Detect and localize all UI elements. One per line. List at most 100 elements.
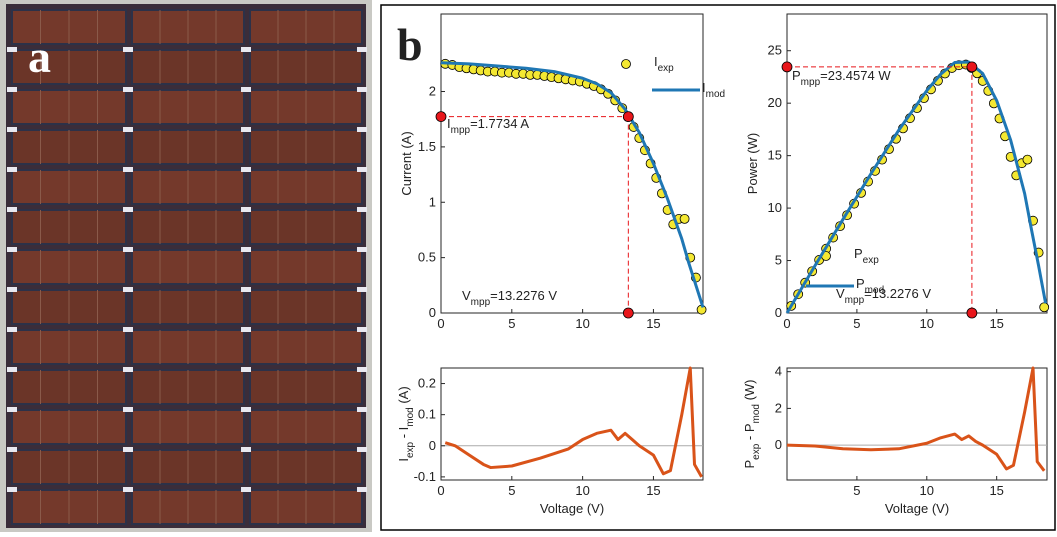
- x-tick-label: 5: [853, 316, 860, 331]
- data-point: [679, 213, 690, 224]
- annotation-part: =23.4574 W: [820, 68, 891, 83]
- x-tick-label: 15: [989, 483, 1003, 498]
- mpp-point: [966, 61, 978, 73]
- cell-joint: [357, 207, 367, 212]
- annotation-part: =13.2276 V: [490, 288, 557, 303]
- cell-joint: [241, 287, 251, 292]
- x-tick-label: 5: [508, 483, 515, 498]
- data-line: [785, 60, 1048, 314]
- x-tick-label: 15: [646, 483, 660, 498]
- data-line: [786, 366, 1046, 472]
- y-axis-label: Power (W): [745, 133, 760, 194]
- data-line: [440, 61, 705, 308]
- cell-joint: [357, 327, 367, 332]
- x-axis-label: Voltage (V): [885, 501, 949, 516]
- y-axis-label: Current (A): [399, 131, 414, 195]
- y-tick-label: 20: [768, 95, 782, 110]
- cell-joint: [241, 487, 251, 492]
- annotation-part: mpp: [845, 295, 865, 306]
- cell-joint: [357, 127, 367, 132]
- cell-joint: [241, 87, 251, 92]
- cell-joint: [7, 47, 17, 52]
- x-tick-label: 0: [437, 483, 444, 498]
- cell-joint: [241, 247, 251, 252]
- x-tick-label: 10: [920, 316, 934, 331]
- legend-label-part: exp: [658, 63, 675, 74]
- y-axis-label-part: mod: [405, 407, 416, 426]
- y-axis-label-part: (A): [396, 386, 411, 407]
- cell-joint: [357, 487, 367, 492]
- mpp-y-marker: [435, 111, 447, 123]
- x-tick-label: 15: [646, 316, 660, 331]
- cell-joint: [241, 167, 251, 172]
- annotation-part: I: [447, 116, 451, 131]
- legend-label-part: I: [702, 80, 706, 95]
- cell-joint: [241, 47, 251, 52]
- cell-joint: [241, 207, 251, 212]
- plot-area: [786, 367, 1048, 481]
- cell-joint: [123, 447, 133, 452]
- cell-joint: [123, 207, 133, 212]
- cell-joint: [7, 487, 17, 492]
- cell-joint: [357, 247, 367, 252]
- y-tick-label: -0.1: [414, 469, 436, 484]
- annotation-part: V: [836, 286, 845, 301]
- cell-joint: [241, 327, 251, 332]
- data-point: [1039, 302, 1050, 313]
- cell-joint: [123, 247, 133, 252]
- cell-joint: [241, 127, 251, 132]
- y-tick-label: 25: [768, 43, 782, 58]
- plot-area: [440, 367, 704, 481]
- plot-area: [786, 13, 1048, 314]
- y-tick-label: 1: [429, 194, 436, 209]
- y-axis-label-part: exp: [751, 443, 762, 460]
- legend-label: Imod: [702, 80, 725, 100]
- cell-joint: [357, 87, 367, 92]
- data-point: [1022, 154, 1033, 165]
- annotation-part: mpp: [451, 125, 471, 136]
- legend-label-part: P: [856, 276, 865, 291]
- cell-joint: [357, 447, 367, 452]
- y-axis-label-part: I: [396, 458, 411, 462]
- legend-label-part: exp: [863, 255, 880, 266]
- y-tick-label: 15: [768, 148, 782, 163]
- y-tick-label: 0: [429, 305, 436, 320]
- cell-joint: [7, 207, 17, 212]
- cell-joint: [7, 127, 17, 132]
- x-tick-label: 15: [989, 316, 1003, 331]
- y-tick-label: 4: [775, 364, 782, 379]
- cell-joint: [123, 367, 133, 372]
- y-tick-label: 0.5: [418, 250, 436, 265]
- cell-joint: [241, 367, 251, 372]
- cell-joint: [357, 367, 367, 372]
- cell-joint: [357, 47, 367, 52]
- y-axis-label-part: exp: [405, 441, 416, 458]
- annotation-part: mpp: [471, 297, 491, 308]
- cell-joint: [7, 87, 17, 92]
- cell-joint: [7, 327, 17, 332]
- legend-label-part: I: [654, 54, 658, 69]
- cell-joint: [7, 167, 17, 172]
- mpp-y-marker: [781, 61, 793, 73]
- legend-label-part: mod: [865, 285, 884, 296]
- y-tick-label: 0: [775, 305, 782, 320]
- x-tick-label: 10: [575, 483, 589, 498]
- legend-label-part: mod: [706, 89, 725, 100]
- x-tick-label: 10: [575, 316, 589, 331]
- y-tick-label: 0.1: [418, 407, 436, 422]
- y-tick-label: 0.2: [418, 376, 436, 391]
- y-tick-label: 1.5: [418, 139, 436, 154]
- x-tick-label: 0: [783, 316, 790, 331]
- y-axis-label-part: mod: [751, 404, 762, 423]
- legend-label: Iexp: [654, 54, 674, 74]
- y-tick-label: 2: [775, 400, 782, 415]
- annotation-part: =13.2276 V: [864, 286, 931, 301]
- cell-joint: [123, 87, 133, 92]
- cell-joint: [123, 167, 133, 172]
- y-axis-label-part: P: [742, 460, 757, 469]
- data-line: [444, 366, 703, 478]
- y-tick-label: 0: [429, 438, 436, 453]
- y-axis-label-part: (W): [742, 379, 757, 404]
- cell-joint: [123, 47, 133, 52]
